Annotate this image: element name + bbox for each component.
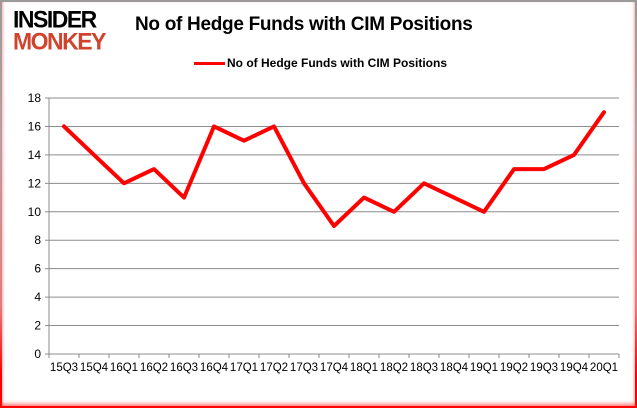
x-axis-label: 18Q1 [350,362,378,374]
x-axis-label: 19Q1 [470,362,498,374]
x-axis-label: 19Q3 [530,362,558,374]
x-axis-label: 16Q3 [170,362,198,374]
x-axis-label: 16Q2 [140,362,168,374]
y-axis-label: 0 [34,347,41,361]
y-axis-label: 14 [28,148,42,162]
y-axis-label: 8 [34,233,41,247]
data-series-line [62,110,606,228]
x-axis-label: 19Q2 [500,362,528,374]
x-axis-label: 18Q3 [410,362,438,374]
y-axis-label: 2 [34,319,41,333]
x-axis-label: 16Q1 [110,362,138,374]
x-axis-label: 17Q3 [290,362,318,374]
x-axis-label: 18Q2 [380,362,408,374]
x-axis-label: 19Q4 [560,362,589,374]
x-axis-label: 16Q4 [200,362,229,374]
y-axis-label: 16 [28,119,42,133]
y-axis-label: 10 [28,205,42,219]
x-axis-label: 17Q2 [260,362,288,374]
x-axis-label: 20Q1 [590,362,618,374]
y-axis-label: 18 [28,91,42,105]
x-axis-label: 15Q4 [80,362,109,374]
y-axis-label: 4 [34,290,41,304]
chart-title: No of Hedge Funds with CIM Positions [135,14,473,35]
x-axis-label: 17Q4 [320,362,349,374]
x-axis-label: 15Q3 [50,362,78,374]
y-axis-label: 6 [34,262,41,276]
x-axis-label: 18Q4 [440,362,469,374]
x-axis-label: 17Q1 [230,362,258,374]
chart-legend: No of Hedge Funds with CIM Positions [2,56,635,70]
logo-text-insider: INSIDER [13,5,97,33]
y-axis-label: 12 [28,176,42,190]
legend-line-swatch [194,61,225,65]
legend-label: No of Hedge Funds with CIM Positions [227,56,447,70]
insider-monkey-logo: INSIDER MONKEY [13,5,106,55]
logo-text-monkey: MONKEY [13,27,106,55]
